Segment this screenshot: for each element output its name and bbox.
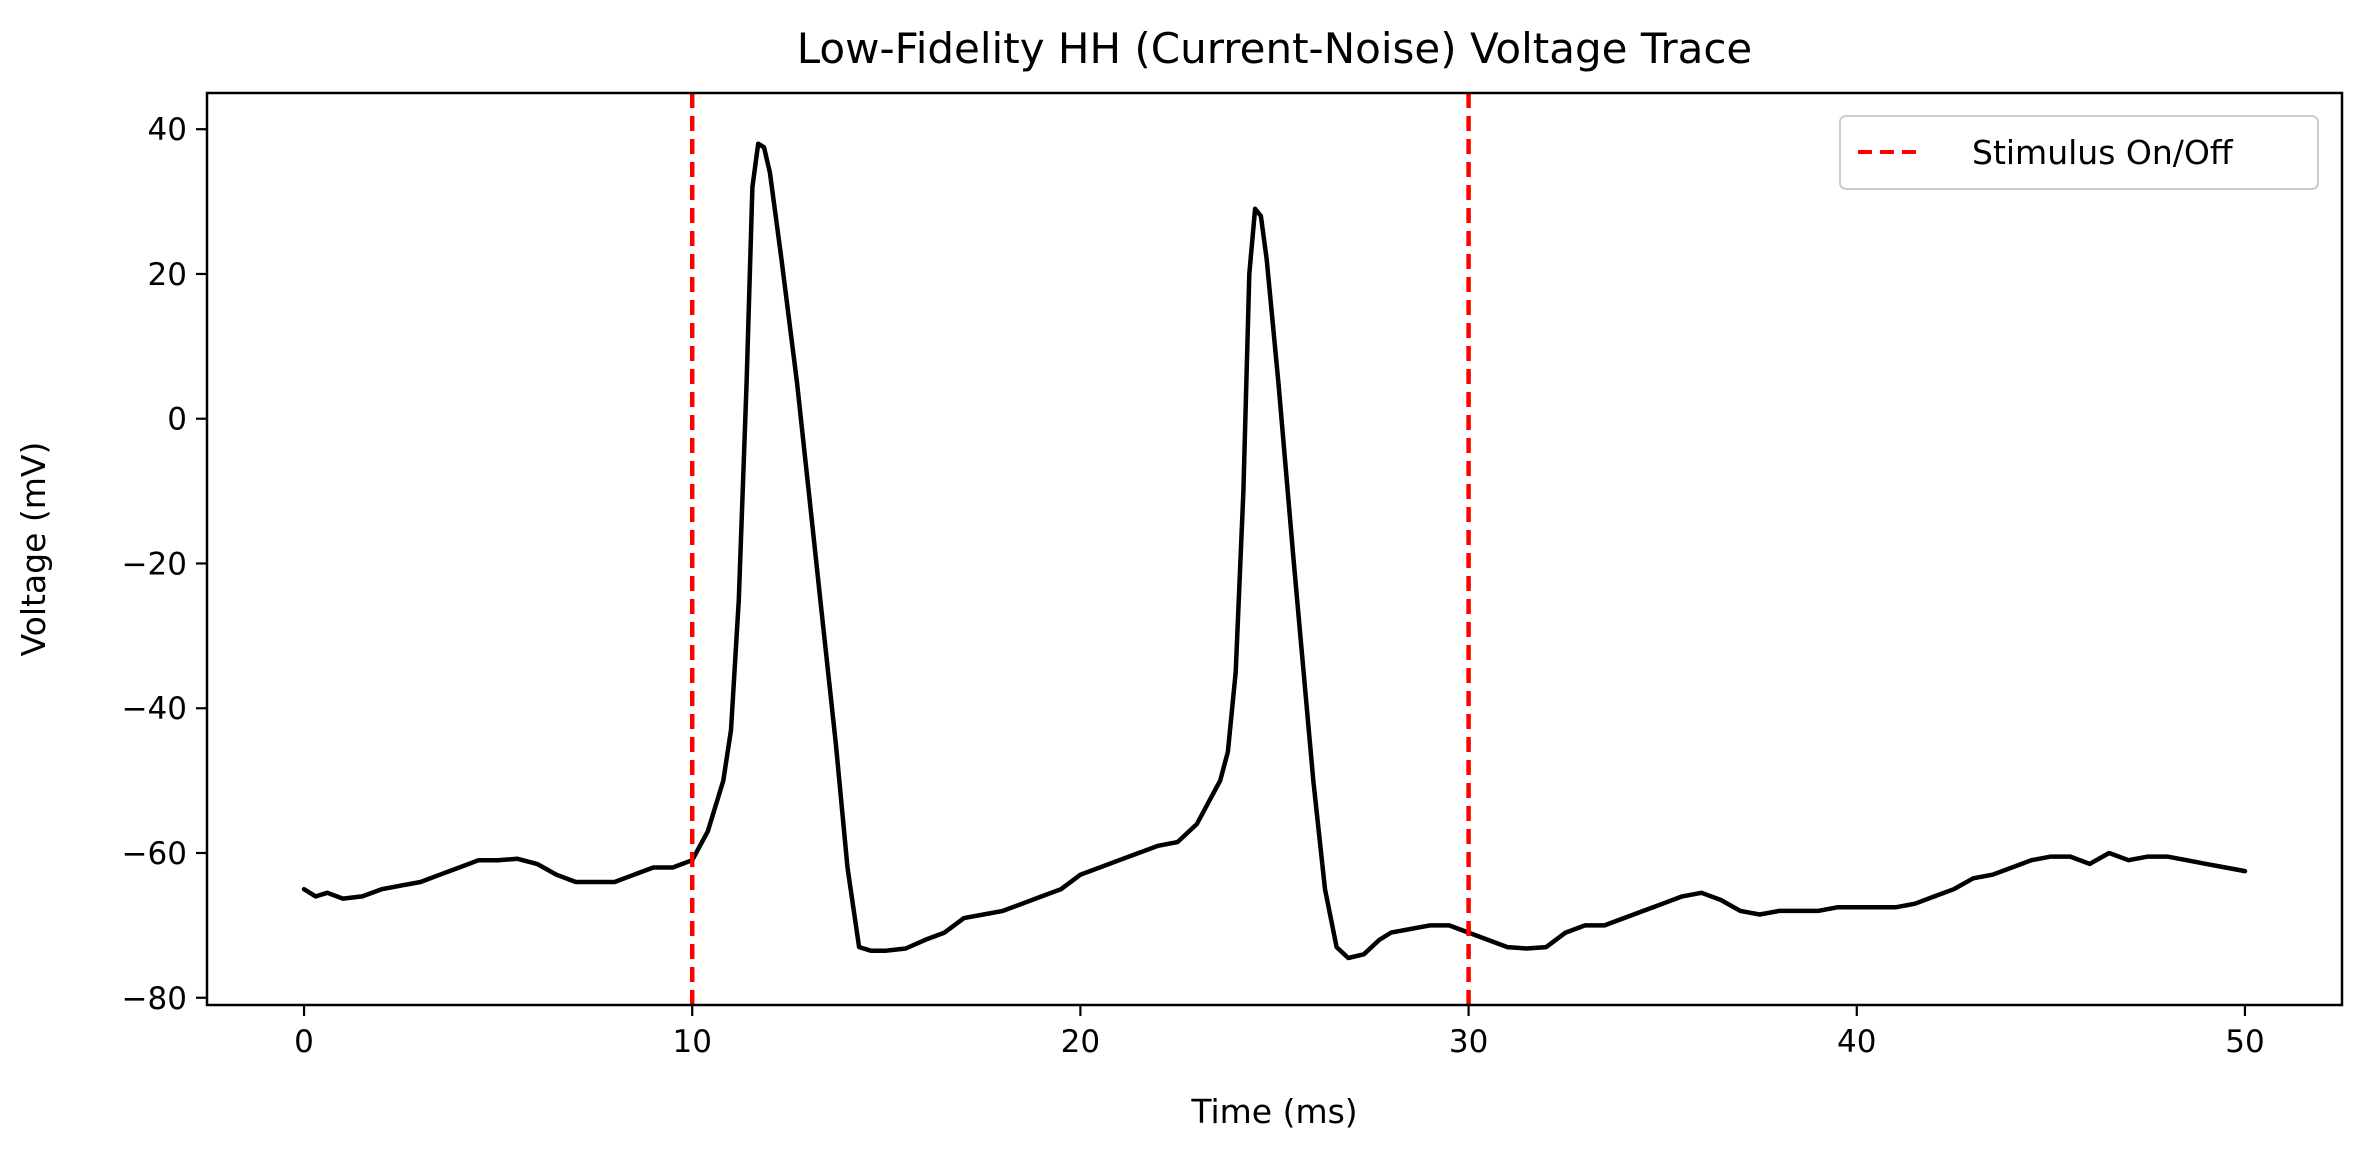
x-tick-label: 0: [294, 1024, 314, 1060]
voltage-trace-line: [301, 141, 2248, 961]
axes: 0 10 20 30 40 50 −80 −60 −40 −20 0 20 40: [122, 91, 2344, 1060]
legend-label: Stimulus On/Off: [1972, 133, 2234, 172]
plot-frame: [205, 91, 2344, 1007]
y-tick-label: −60: [122, 836, 187, 872]
x-tick-label: 40: [1837, 1024, 1876, 1060]
y-tick-label: −80: [122, 981, 187, 1017]
chart-title: Low-Fidelity HH (Current-Noise) Voltage …: [797, 24, 1753, 73]
x-tick-label: 50: [2225, 1024, 2264, 1060]
y-tick-label: 40: [148, 112, 187, 148]
x-tick-label: 20: [1061, 1024, 1100, 1060]
x-tick-label: 30: [1449, 1024, 1488, 1060]
x-tick-label: 10: [673, 1024, 712, 1060]
x-axis-label: Time (ms): [1190, 1092, 1357, 1131]
y-tick-label: −20: [122, 546, 187, 582]
plot-area: [301, 93, 2248, 1005]
y-tick-label: 20: [148, 257, 187, 293]
legend: Stimulus On/Off: [1839, 115, 2319, 190]
y-axis-label: Voltage (mV): [14, 442, 53, 657]
legend-box: [1839, 115, 2319, 190]
y-tick-label: 0: [167, 402, 187, 438]
y-tick-label: −40: [122, 691, 187, 727]
